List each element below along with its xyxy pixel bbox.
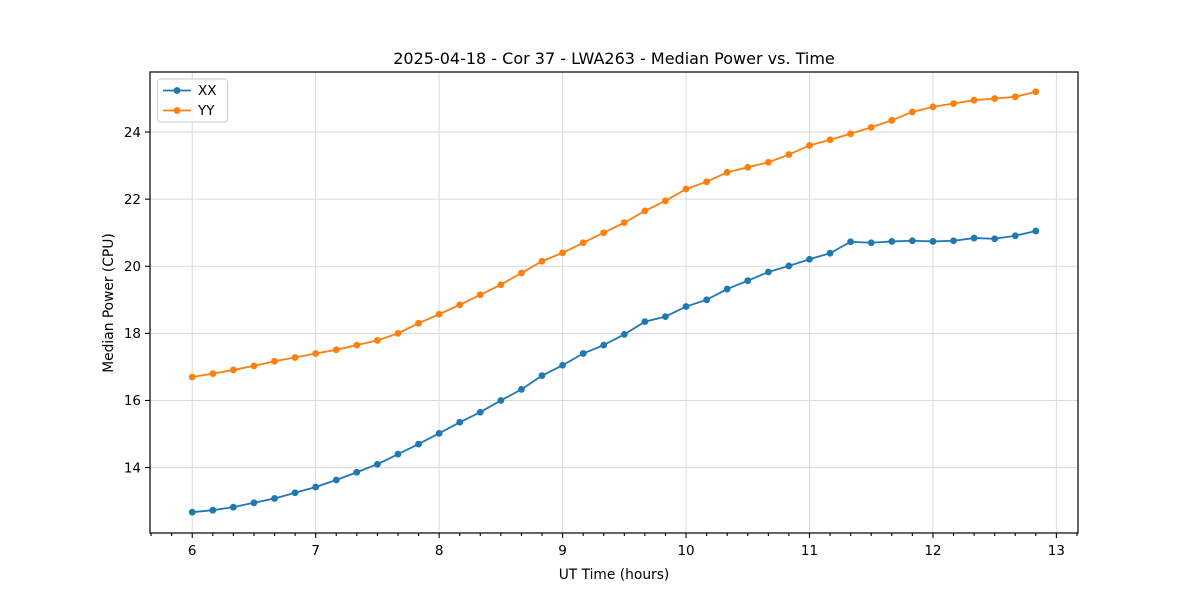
x-tick-label: 6: [188, 543, 197, 559]
y-tick-label: 24: [124, 125, 141, 141]
plot-border: [149, 71, 1079, 534]
legend-label: YY: [197, 103, 215, 119]
x-axis-label: UT Time (hours): [558, 567, 670, 583]
legend-marker-icon: [173, 107, 181, 114]
series-YY: [188, 88, 1040, 381]
x-tick-label: 13: [1048, 543, 1065, 559]
y-tick-label: 20: [124, 259, 141, 275]
series-XX: [188, 227, 1040, 516]
series-YY-markers: [188, 88, 1040, 381]
series-XX-line: [192, 230, 1036, 514]
y-tick-label: 18: [124, 326, 141, 342]
x-tick-label: 12: [924, 543, 941, 559]
legend-label: XX: [198, 83, 217, 99]
series-YY-line: [192, 90, 1036, 378]
chart-title: 2025-04-18 - Cor 37 - LWA263 - Median Po…: [393, 49, 835, 68]
legend-marker-icon: [173, 87, 181, 94]
x-tick-label: 8: [435, 543, 444, 559]
legend: XX YY: [157, 78, 228, 123]
grid-lines: [150, 72, 1078, 533]
x-tick-label: 7: [311, 543, 320, 559]
legend-entry-YY: YY: [163, 103, 215, 119]
axis-ticks: [145, 131, 1078, 538]
y-tick-label: 22: [124, 192, 141, 208]
x-tick-label: 11: [801, 543, 818, 559]
legend-box: [157, 78, 228, 123]
legend-entry-XX: XX: [163, 83, 217, 99]
y-axis-label: Median Power (CPU): [101, 233, 117, 373]
x-tick-label: 10: [677, 543, 694, 559]
tick-labels: 6 7 8 9 10 11 12 13 14 16 18 20 22 24: [124, 125, 1065, 559]
y-tick-label: 16: [124, 393, 141, 409]
y-tick-label: 14: [124, 460, 141, 476]
x-tick-label: 9: [558, 543, 567, 559]
series-XX-markers: [188, 227, 1040, 516]
